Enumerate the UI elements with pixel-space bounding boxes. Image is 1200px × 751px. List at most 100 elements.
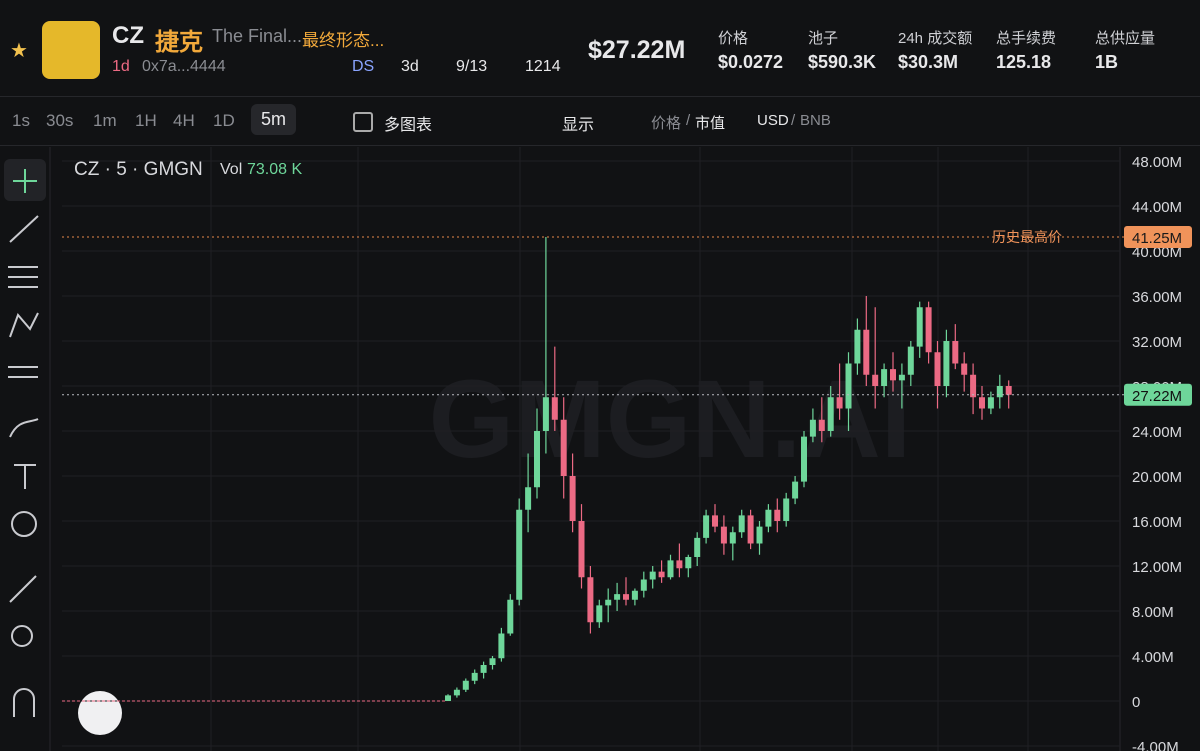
- y-tick-label: 24.00M: [1132, 424, 1182, 441]
- candle-body: [542, 397, 549, 431]
- candle-body: [453, 689, 460, 696]
- y-tick-label: 32.00M: [1132, 334, 1182, 351]
- vol-label: Vol: [220, 161, 242, 178]
- holders-age: 3d: [401, 58, 419, 75]
- y-tick-label: 0: [1132, 694, 1140, 711]
- candle-body: [729, 532, 736, 544]
- candle-body: [890, 369, 896, 381]
- candle-body: [462, 680, 469, 690]
- candle-body: [551, 397, 558, 420]
- candle-body: [1005, 386, 1012, 395]
- time-grid: [210, 147, 1029, 751]
- candle-body: [934, 352, 941, 386]
- candle-body: [525, 487, 532, 510]
- candle-body: [712, 515, 718, 527]
- candle-body: [863, 329, 870, 375]
- candle-body: [534, 431, 540, 488]
- description-2: 最终形态...: [302, 31, 385, 50]
- rank: 9/13: [456, 58, 488, 75]
- last-label: 27.22M: [1132, 388, 1182, 405]
- candle-body: [676, 560, 683, 569]
- display[interactable]: 显示: [562, 117, 595, 134]
- candle-body: [961, 363, 968, 375]
- token-age: 1d: [112, 58, 130, 75]
- y-tick-label: 48.00M: [1132, 154, 1182, 171]
- candle-body: [854, 329, 861, 364]
- active-interval[interactable]: 5m: [251, 104, 297, 135]
- candle-body: [872, 374, 879, 386]
- interval[interactable]: 1s: [12, 111, 30, 130]
- candle-body: [738, 515, 745, 533]
- tv-logo[interactable]: [78, 691, 122, 735]
- avatar[interactable]: [42, 21, 100, 79]
- separator: /: [686, 112, 691, 129]
- ds-badge[interactable]: DS: [352, 58, 375, 75]
- candle-body: [783, 498, 790, 521]
- stat-value: $0.0272: [718, 52, 784, 72]
- candle-body: [996, 386, 1003, 398]
- interval[interactable]: 30s: [46, 111, 74, 130]
- candle-body: [507, 599, 514, 634]
- ath-text: 历史最高价: [992, 229, 1062, 245]
- candle-body: [774, 509, 781, 521]
- y-tick-label: 44.00M: [1132, 199, 1182, 216]
- candle-body: [578, 521, 585, 578]
- candle-body: [818, 419, 825, 431]
- ath-label: 41.25M: [1132, 230, 1182, 247]
- candle-body: [801, 436, 807, 482]
- candle-body: [489, 658, 496, 665]
- candle-body: [596, 605, 603, 623]
- candle-body: [587, 577, 594, 623]
- stat-value: 125.18: [996, 52, 1052, 72]
- candle-body: [649, 571, 656, 580]
- candle-body: [836, 397, 843, 409]
- candle-body: [907, 346, 914, 375]
- y-tick-label: 36.00M: [1132, 289, 1182, 306]
- candle-body: [809, 419, 816, 437]
- description: The Final...: [212, 26, 303, 46]
- stat-value: $590.3K: [808, 52, 877, 72]
- candle-body: [925, 307, 932, 353]
- interval[interactable]: 4H: [173, 111, 195, 130]
- symbol: CZ: [112, 22, 144, 49]
- candle-body: [943, 341, 950, 386]
- interval[interactable]: 1H: [135, 111, 157, 130]
- candle-body: [720, 526, 727, 544]
- candle-body: [623, 594, 629, 600]
- market-cap: $27.22M: [588, 36, 686, 64]
- candle-body: [845, 363, 852, 409]
- legend-title: CZ · 5 · GMGN: [74, 159, 203, 180]
- drawing-tools[interactable]: [8, 169, 39, 717]
- candle-body: [694, 537, 701, 557]
- y-tick-label: -4.00M: [1132, 739, 1179, 751]
- vol-value: 73.08 K: [247, 161, 302, 178]
- checkbox[interactable]: [353, 112, 373, 132]
- candle-body: [445, 695, 451, 701]
- candle-body: [756, 526, 763, 544]
- candle-body: [516, 509, 523, 600]
- candle-body: [667, 560, 674, 578]
- candle-body: [498, 633, 505, 659]
- price-toggle[interactable]: 价格: [651, 115, 682, 132]
- stat-label: 24h 成交额: [898, 30, 973, 47]
- candle-body: [631, 590, 638, 600]
- address[interactable]: 0x7a...4444: [142, 58, 226, 75]
- multi-chart[interactable]: 多图表: [384, 117, 433, 134]
- last-box: [1124, 383, 1192, 406]
- mcap-toggle[interactable]: 市值: [695, 115, 726, 132]
- bnb-toggle[interactable]: BNB: [800, 112, 831, 129]
- stat-value: 1B: [1095, 52, 1119, 72]
- candle-body: [480, 665, 487, 673]
- candle-body: [685, 557, 692, 569]
- candle-body: [614, 594, 621, 600]
- candle-body: [703, 515, 710, 538]
- toolbar: 1s 30s 1m 1H 4H 1D 5m 多图表 显示 价格 / 市值 USD / BN…: [0, 97, 1200, 146]
- interval[interactable]: 1D: [213, 111, 235, 130]
- interval[interactable]: 1m: [93, 111, 117, 130]
- stat-label: 池子: [808, 30, 839, 47]
- favorite-star[interactable]: ★: [10, 40, 28, 62]
- usd-toggle[interactable]: USD: [757, 112, 789, 129]
- candle-body: [605, 599, 612, 606]
- candle-body: [952, 341, 959, 364]
